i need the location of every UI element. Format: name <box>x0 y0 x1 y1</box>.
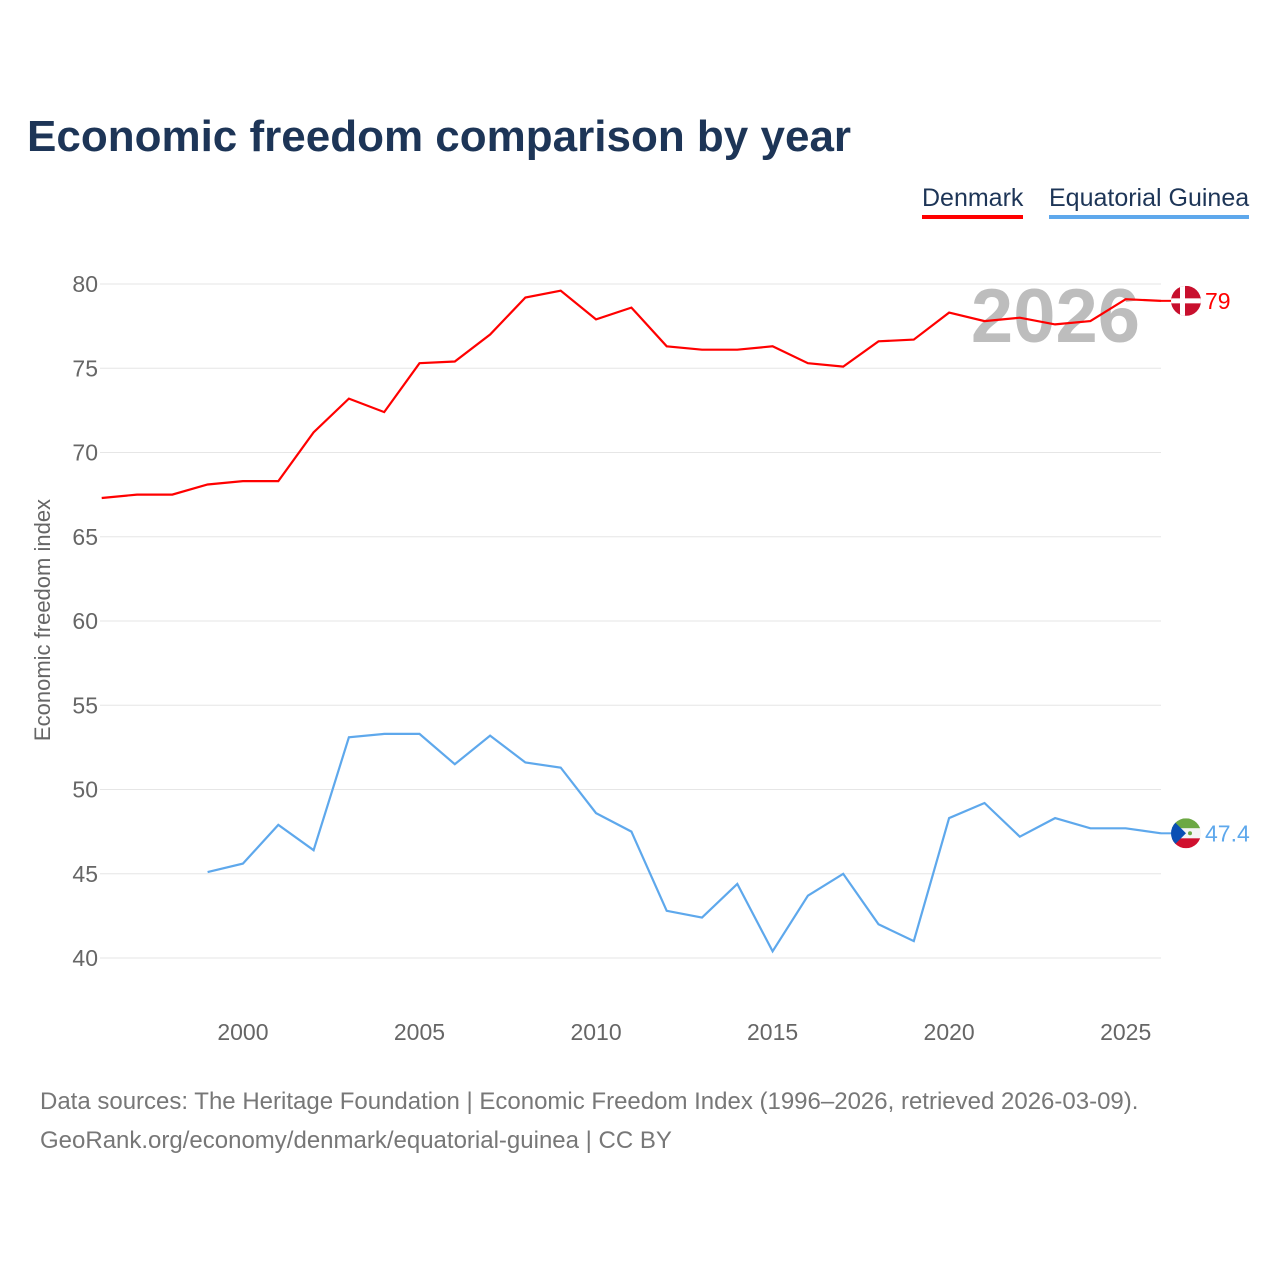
end-value-label-denmark: 79 <box>1205 288 1231 314</box>
end-value-label-equatorial-guinea: 47.4 <box>1205 820 1250 846</box>
flag-denmark-icon <box>1171 285 1201 316</box>
legend-equatorial-guinea[interactable]: Equatorial Guinea <box>1049 184 1250 219</box>
series-line-denmark <box>101 289 1162 500</box>
x-tick-label: 2025 <box>1100 1019 1151 1045</box>
x-tick-label: 2010 <box>570 1019 621 1045</box>
source-line: Data sources: The Heritage Foundation | … <box>40 1088 1139 1115</box>
y-tick-label: 40 <box>72 945 98 971</box>
x-tick-label: 2000 <box>217 1019 268 1045</box>
legend-denmark[interactable]: Denmark <box>922 184 1024 219</box>
x-tick-label: 2005 <box>394 1019 445 1045</box>
y-tick-label: 45 <box>72 861 98 887</box>
y-tick-label: 80 <box>72 271 98 297</box>
chart-title: Economic freedom comparison by year <box>27 112 852 161</box>
flag-equatorial-guinea-icon <box>1171 818 1201 849</box>
y-tick-label: 70 <box>72 440 98 466</box>
y-tick-label: 60 <box>72 608 98 634</box>
year-watermark: 2026 <box>971 274 1140 359</box>
x-tick-label: 2020 <box>924 1019 975 1045</box>
source-url[interactable]: GeoRank.org/economy/denmark/equatorial-g… <box>40 1127 672 1154</box>
x-tick-label: 2015 <box>747 1019 798 1045</box>
y-axis-label: Economic freedom index <box>30 499 55 741</box>
y-tick-label: 75 <box>72 355 98 381</box>
y-tick-label: 55 <box>72 692 98 718</box>
y-tick-label: 50 <box>72 777 98 803</box>
y-tick-label: 65 <box>72 524 98 550</box>
series-line-equatorial-guinea <box>207 732 1162 954</box>
